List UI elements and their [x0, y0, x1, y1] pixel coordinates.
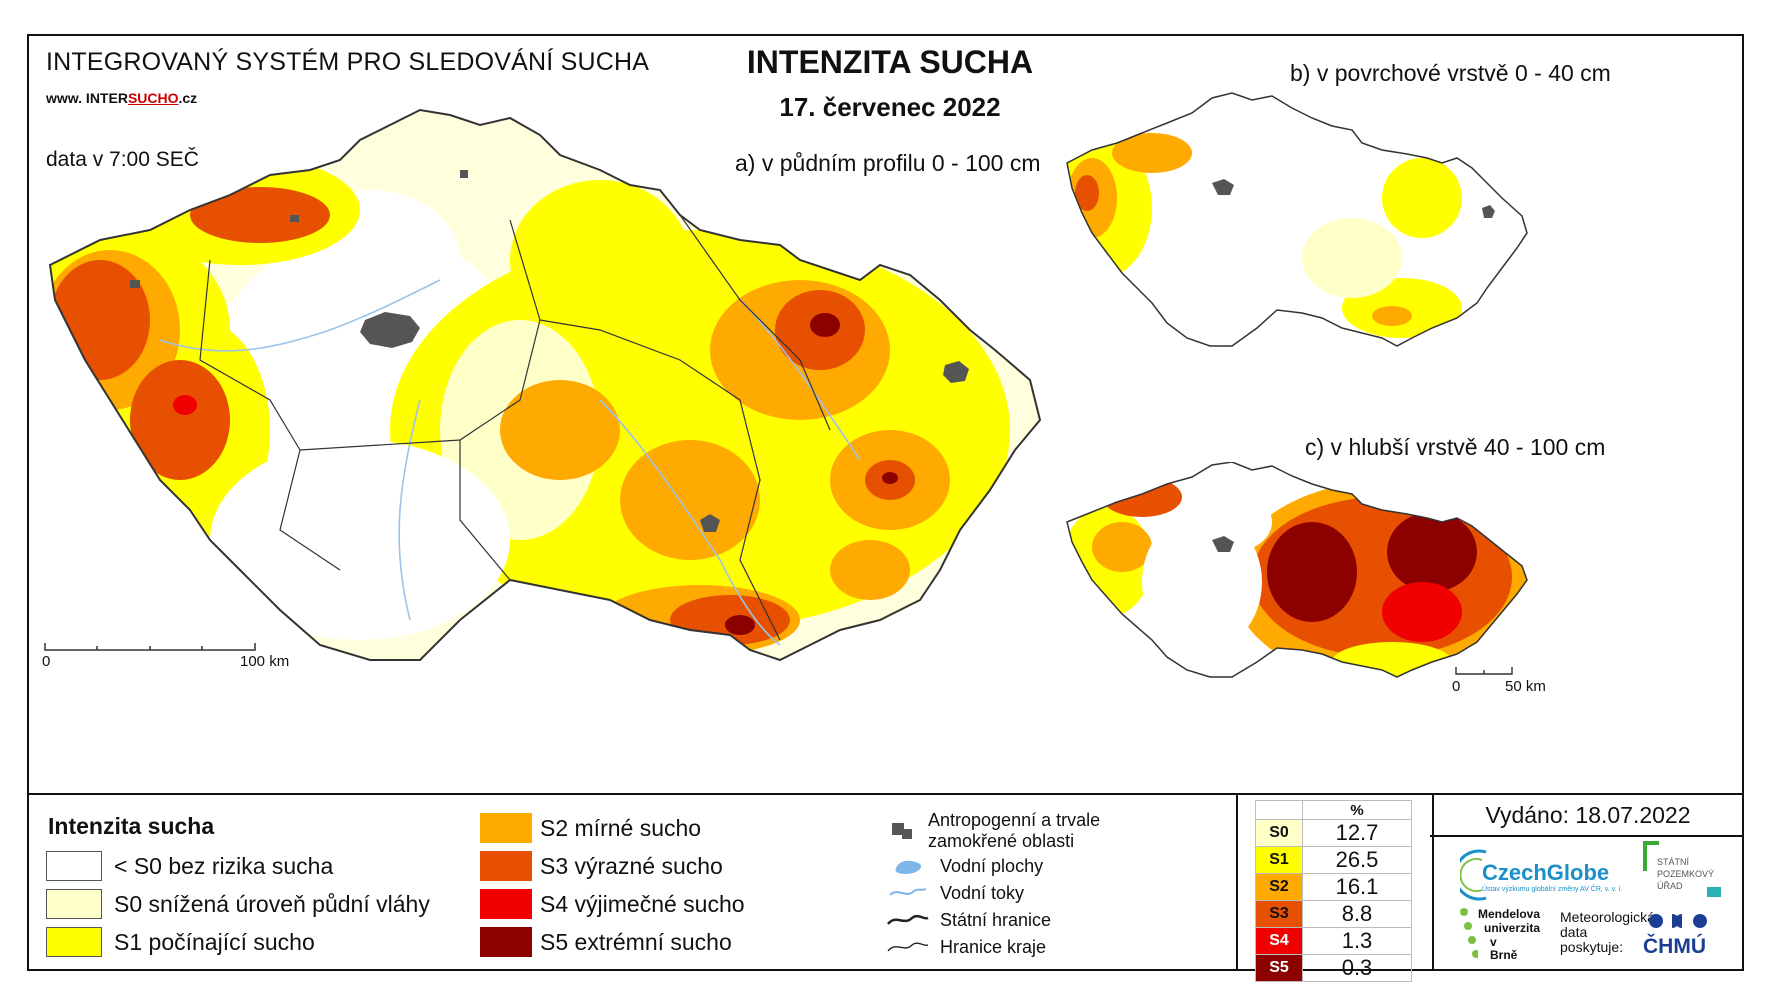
- class-label: S1: [1255, 846, 1303, 874]
- state-border-icon: [884, 907, 932, 933]
- legend-region-border: Hranice kraje: [884, 934, 1046, 960]
- data-time: data v 7:00 SEČ: [46, 148, 199, 171]
- map-date: 17. červenec 2022: [779, 92, 1001, 122]
- meteo-line: data: [1560, 924, 1588, 940]
- class-percent: 0.3: [1302, 954, 1412, 982]
- anthropogenic-icon: [884, 818, 920, 844]
- system-name: INTEGROVANÝ SYSTÉM PRO SLEDOVÁNÍ SUCHA: [46, 48, 650, 76]
- legend-item-s3: S3 výrazné sucho: [480, 851, 723, 881]
- table-row: S4 1.3: [1255, 927, 1412, 955]
- table-row: S2 16.1: [1255, 873, 1412, 901]
- table-row: S1 26.5: [1255, 846, 1412, 874]
- small-scale-end: 50 km: [1505, 678, 1546, 695]
- main-drought-map: [44, 108, 1042, 662]
- top-layer-map-label: b) v povrchové vrstvě 0 - 40 cm: [1290, 60, 1611, 86]
- map-frame: [27, 34, 1744, 971]
- main-scale-start: 0: [42, 653, 51, 670]
- main-scale-end: 100 km: [240, 653, 290, 670]
- website-link[interactable]: www. INTERSUCHO.cz: [46, 90, 198, 106]
- mendel-line: Mendelova: [1478, 907, 1541, 921]
- table-header-row: %: [1255, 800, 1412, 820]
- table-row: S5 0.3: [1255, 954, 1412, 982]
- legend-swatch: [480, 889, 532, 919]
- chmu-symbol-icon: [1649, 914, 1707, 928]
- water-stream-icon: [884, 880, 932, 906]
- spu-line: STÁTNÍ: [1657, 857, 1690, 867]
- main-scale-bar: [44, 643, 256, 651]
- top-layer-drought-map: [1066, 92, 1528, 347]
- mendel-line: univerzita: [1484, 921, 1541, 935]
- legend-swatch: [46, 889, 102, 919]
- legend-title: Intenzita sucha: [48, 813, 215, 839]
- czechglobe-subtitle: Ústav výzkumu globální změny AV ČR, v. v…: [1482, 886, 1623, 893]
- legend-item-no-risk: < S0 bez rizika sucha: [46, 851, 333, 881]
- legend-state-border: Státní hranice: [884, 907, 1051, 933]
- water-body-icon: [884, 853, 932, 879]
- class-percent: 12.7: [1302, 819, 1412, 847]
- class-label: S2: [1255, 873, 1303, 901]
- issued-date: Vydáno: 18.07.2022: [1485, 802, 1691, 828]
- meteo-line: poskytuje:: [1560, 939, 1624, 955]
- deep-layer-drought-map: [1066, 462, 1528, 678]
- mendel-line: v Brně: [1490, 935, 1518, 962]
- legend-swatch: [480, 813, 532, 843]
- table-row: S3 8.8: [1255, 900, 1412, 928]
- legend-item-s0: S0 snížená úroveň půdní vláhy: [46, 889, 430, 919]
- legend-swatch: [480, 927, 532, 957]
- main-map-label: a) v půdním profilu 0 - 100 cm: [735, 150, 1041, 176]
- meteo-line: Meteorologická: [1560, 909, 1655, 925]
- spu-line: POZEMKOVÝ: [1657, 869, 1715, 879]
- legend-swatch: [46, 927, 102, 957]
- class-percent: 1.3: [1302, 927, 1412, 955]
- meteo-data-provider: Meteorologická data poskytuje:: [1560, 910, 1655, 955]
- percent-table-frame: [1236, 795, 1434, 971]
- legend-water-streams: Vodní toky: [884, 880, 1024, 906]
- spu-line: ÚŘAD: [1657, 881, 1683, 891]
- table-row: S0 12.7: [1255, 819, 1412, 847]
- legend-item-s4: S4 výjimečné sucho: [480, 889, 745, 919]
- legend-item-s1: S1 počínající sucho: [46, 927, 315, 957]
- legend-item-s5: S5 extrémní sucho: [480, 927, 732, 957]
- legend-divider: [27, 793, 1744, 795]
- class-percent: 8.8: [1302, 900, 1412, 928]
- percent-table: % S0 12.7 S1 26.5 S2 16.1 S3 8.8 S4 1.3 S5 0.3: [1255, 800, 1412, 982]
- deep-layer-map-label: c) v hlubší vrstvě 40 - 100 cm: [1305, 434, 1606, 460]
- class-label: S0: [1255, 819, 1303, 847]
- class-label: S4: [1255, 927, 1303, 955]
- region-borders: [199, 214, 831, 641]
- legend-item-s2: S2 mírné sucho: [480, 813, 701, 843]
- small-scale-start: 0: [1452, 678, 1461, 695]
- region-border-icon: [884, 934, 932, 960]
- anthropogenic-areas: [130, 170, 969, 532]
- chmu-logo-text: ČHMÚ: [1643, 935, 1706, 958]
- class-percent: 16.1: [1302, 873, 1412, 901]
- page-title: INTENZITA SUCHA: [746, 44, 1034, 80]
- class-label: S3: [1255, 900, 1303, 928]
- czechglobe-text: CzechGlobe: [1482, 860, 1610, 885]
- class-percent: 26.5: [1302, 846, 1412, 874]
- spu-mark: [1707, 887, 1721, 897]
- legend-swatch: [480, 851, 532, 881]
- legend-anthropogenic: Antropogenní a trvale zamokřené oblasti: [884, 810, 1134, 852]
- percent-header: %: [1302, 800, 1412, 820]
- legend-water-bodies: Vodní plochy: [884, 853, 1043, 879]
- legend-swatch: [46, 851, 102, 881]
- class-label: S5: [1255, 954, 1303, 982]
- small-scale-bar: [1455, 667, 1513, 675]
- issued-divider: [1430, 835, 1744, 837]
- water-streams: [159, 279, 861, 646]
